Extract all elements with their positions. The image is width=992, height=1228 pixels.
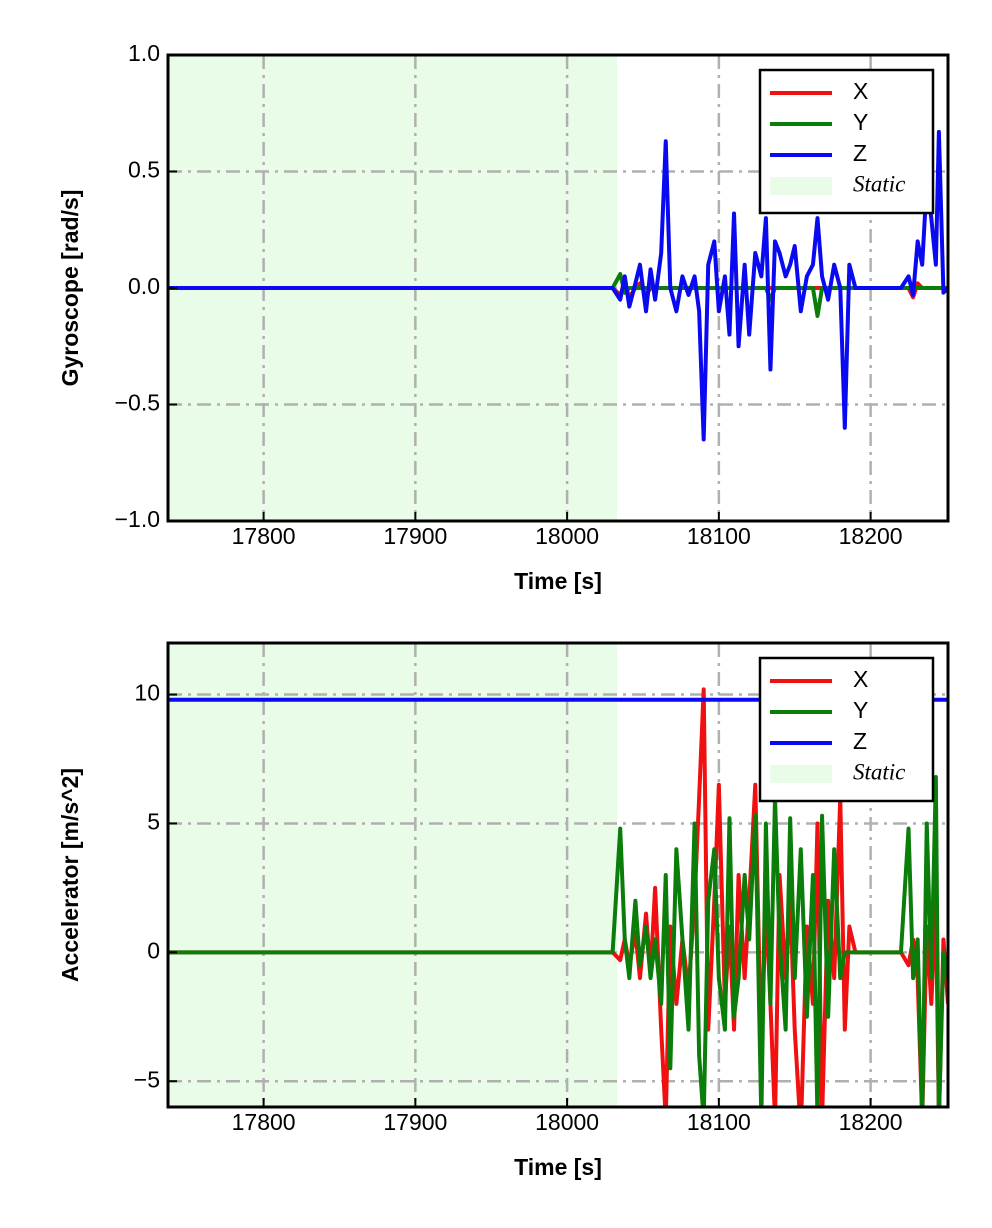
legend-label: Z [853, 728, 867, 754]
x-axis-label: Time [s] [514, 568, 602, 594]
subplot: 17800 17900 18000 18100 18200 −5 0 5 10 Time [s] A… [57, 641, 950, 1180]
legend-label: Static [853, 171, 905, 196]
legend: XYZ Static [758, 68, 935, 215]
axes-frame [166, 641, 950, 1109]
x-axis-label: Time [s] [514, 1154, 602, 1180]
y-tick-label: −0.5 [115, 390, 160, 416]
x-tick-label: 17800 [232, 523, 296, 549]
static-span [168, 643, 618, 1107]
y-tick-label: 0.5 [128, 157, 160, 183]
x-tick-label: 17900 [383, 523, 447, 549]
x-tick-label: 18000 [535, 1109, 599, 1135]
legend-label: X [853, 666, 868, 692]
x-tick-label: 18000 [535, 523, 599, 549]
subplot: 17800 17900 18000 18100 18200 −1.0 −0.5 0.0 0.5 1… [57, 40, 950, 594]
y-axis-label: Gyroscope [rad/s] [57, 190, 83, 387]
axes-frame [166, 53, 950, 523]
y-tick-label: −1.0 [115, 506, 160, 532]
legend: XYZ Static [758, 656, 935, 803]
legend-swatch [770, 177, 832, 195]
y-axis-label: Accelerator [m/s^2] [57, 768, 83, 982]
y-tick-label: 10 [134, 680, 160, 706]
x-tick-label: 17800 [232, 1109, 296, 1135]
data-line [168, 129, 948, 442]
x-tick-label: 17900 [383, 1109, 447, 1135]
y-tick-label: 0 [147, 937, 160, 963]
y-tick-label: 1.0 [128, 40, 160, 66]
y-tick-label: −5 [134, 1066, 160, 1092]
legend-label: X [853, 78, 868, 104]
y-tick-label: 5 [147, 809, 160, 835]
legend-label: Static [853, 759, 905, 784]
legend-swatch [770, 765, 832, 783]
x-tick-label: 18100 [687, 1109, 751, 1135]
plot-area [168, 643, 948, 1107]
x-tick-label: 18200 [839, 1109, 903, 1135]
y-tick-label: 0.0 [128, 273, 160, 299]
data-line [168, 775, 948, 1107]
legend-label: Z [853, 140, 867, 166]
legend-label: Y [853, 697, 868, 723]
x-tick-label: 18200 [839, 523, 903, 549]
plot-area [168, 55, 948, 521]
legend-label: Y [853, 109, 868, 135]
x-tick-label: 18100 [687, 523, 751, 549]
